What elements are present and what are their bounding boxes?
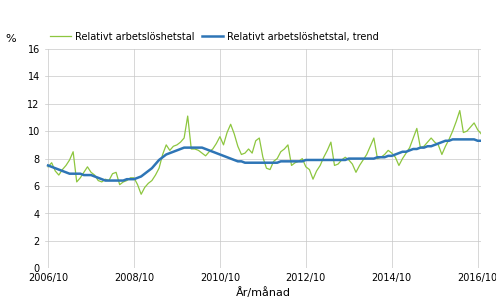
Relativt arbetslöshetstal [188,147,194,151]
Relativt arbetslöshetstal [45,165,51,169]
Relativt arbetslöshetstal, trend [45,163,51,167]
Legend: Relativt arbetslöshetstal, Relativt arbetslöshetstal, trend: Relativt arbetslöshetstal, Relativt arbe… [50,32,379,42]
Relativt arbetslöshetstal [378,156,384,159]
Text: %: % [5,34,16,45]
Relativt arbetslöshetstal, trend [188,146,194,149]
X-axis label: År/månad: År/månad [236,287,290,298]
Relativt arbetslöshetstal, trend [256,161,262,165]
Relativt arbetslöshetstal [457,109,463,113]
Line: Relativt arbetslöshetstal, trend: Relativt arbetslöshetstal, trend [48,139,496,181]
Relativt arbetslöshetstal [256,136,262,140]
Relativt arbetslöshetstal, trend [432,143,437,147]
Relativt arbetslöshetstal, trend [378,156,384,159]
Relativt arbetslöshetstal, trend [450,138,456,141]
Relativt arbetslöshetstal, trend [278,160,284,163]
Relativt arbetslöshetstal [138,192,144,196]
Relativt arbetslöshetstal [432,140,437,144]
Line: Relativt arbetslöshetstal: Relativt arbetslöshetstal [48,111,496,194]
Relativt arbetslöshetstal, trend [102,179,108,182]
Relativt arbetslöshetstal [278,150,284,154]
